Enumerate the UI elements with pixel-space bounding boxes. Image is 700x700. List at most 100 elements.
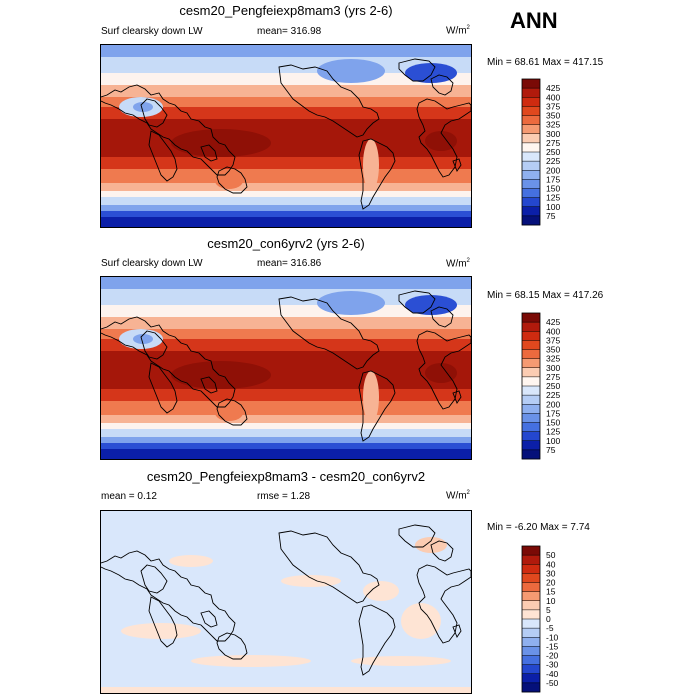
season-label: ANN (510, 8, 558, 33)
contour-band (101, 197, 471, 205)
colorbar-box (522, 655, 540, 665)
contour-band (101, 97, 471, 107)
colorbar-tick-label: 100 (546, 436, 560, 446)
colorbar-box (522, 628, 540, 638)
colorbar-box (522, 124, 540, 135)
panel3-colorbar: 50 40 30 20 15 10 5 0 -5 -10 -15 -20 -30 -40 -50 (521, 545, 559, 693)
coastline (216, 166, 248, 194)
colorbar-tick-label: 250 (546, 147, 560, 157)
colorbar-box (522, 546, 540, 556)
coastline (452, 158, 462, 172)
colorbar-tick-label: 10 (546, 596, 556, 606)
warm-pool-core (171, 361, 271, 389)
colorbar-box (522, 349, 540, 359)
colorbar-box (522, 358, 540, 369)
contour-band (101, 85, 471, 97)
colorbar-tick-label: 325 (546, 354, 560, 364)
panel3-minmax: Min = -6.20 Max = 7.74 (487, 522, 590, 533)
coastline (140, 564, 168, 594)
colorbar-box (522, 573, 540, 583)
colorbar-box (522, 600, 540, 611)
greenland-cold (405, 63, 457, 83)
contour-band (101, 317, 471, 329)
andes-cool (363, 139, 379, 191)
coastline (452, 390, 462, 404)
panel3-title: cesm20_Pengfeiexp8mam3 - cesm20_con6yrv2 (146, 469, 426, 484)
coastline (140, 98, 168, 128)
panel2-map-field (101, 277, 471, 459)
coastline (416, 564, 471, 644)
coastline (200, 144, 218, 162)
colorbar-box (522, 440, 540, 451)
coastline (452, 624, 462, 638)
colorbar-box (522, 609, 540, 620)
colorbar-box (522, 179, 540, 189)
contour-band (101, 423, 471, 429)
contour-band (101, 205, 471, 211)
diff-positive-region (191, 655, 311, 667)
colorbar-box (522, 367, 540, 378)
coastline (148, 362, 178, 414)
panel1-mean-label: mean= 316.98 (257, 26, 322, 37)
colorbar-tick-label: -20 (546, 651, 559, 661)
coastline (148, 130, 178, 182)
panel3-rmse-label: rmse = 1.28 (257, 491, 311, 502)
colorbar-tick-label: 0 (546, 614, 551, 624)
coastline (278, 530, 380, 604)
diff-positive-region (101, 687, 471, 693)
colorbar-tick-label: 400 (546, 92, 560, 102)
colorbar-tick-label: 40 (546, 559, 556, 569)
colorbar-tick-label: -15 (546, 641, 559, 651)
panel3-units: W/m2 (446, 490, 470, 502)
colorbar-tick-label: 125 (546, 193, 560, 203)
panel2-mean-label: mean= 316.86 (257, 258, 322, 269)
colorbar-box (522, 646, 540, 656)
colorbar-box (522, 322, 540, 332)
tibet-core (133, 102, 153, 112)
coastline (358, 370, 396, 442)
colorbar-box (522, 206, 540, 217)
panel1-map (100, 44, 472, 228)
africa-warm (425, 363, 457, 383)
colorbar-box (522, 413, 540, 423)
colorbar-tick-label: 15 (546, 587, 556, 597)
colorbar-box (522, 97, 540, 107)
contour-band (101, 415, 471, 423)
panel3-map (100, 510, 472, 694)
panel1-minmax: Min = 68.61 Max = 417.15 (487, 57, 604, 68)
north-america-cold (317, 59, 385, 83)
colorbar-tick-label: 350 (546, 345, 560, 355)
colorbar-tick-label: 75 (546, 211, 556, 221)
coastline (430, 306, 454, 328)
coastline (358, 604, 396, 676)
contour-band (101, 45, 471, 57)
colorbar-box (522, 619, 540, 629)
contour-band (101, 191, 471, 197)
panel2-title: cesm20_con6yrv2 (yrs 2-6) (207, 236, 365, 251)
contour-band (101, 211, 471, 217)
colorbar-tick-label: 300 (546, 363, 560, 373)
diff-positive-region (169, 555, 213, 567)
contour-band (101, 217, 471, 227)
colorbar-box (522, 170, 540, 180)
colorbar-box (522, 564, 540, 574)
colorbar-box (522, 115, 540, 125)
panel1-colorbar: 425 400 375 350 325 300 275 250 225 200 175 150 125 1… (521, 78, 560, 226)
coastline (398, 524, 436, 548)
colorbar-tick-label: 300 (546, 129, 560, 139)
diff-positive-region (351, 656, 451, 666)
colorbar-tick-label: 400 (546, 326, 560, 336)
panel1-title: cesm20_Pengfeiexp8mam3 (yrs 2-6) (179, 3, 393, 18)
colorbar-tick-label: 20 (546, 578, 556, 588)
colorbar-box (522, 340, 540, 350)
coastline (101, 84, 236, 176)
colorbar-tick-label: 75 (546, 445, 556, 455)
colorbar-box (522, 331, 540, 341)
colorbar-box (522, 555, 540, 565)
coastline (430, 540, 454, 562)
colorbar-tick-label: 150 (546, 418, 560, 428)
coastline (398, 290, 436, 314)
colorbar-box (522, 106, 540, 116)
colorbar-box (522, 637, 540, 647)
coastline (416, 98, 471, 178)
